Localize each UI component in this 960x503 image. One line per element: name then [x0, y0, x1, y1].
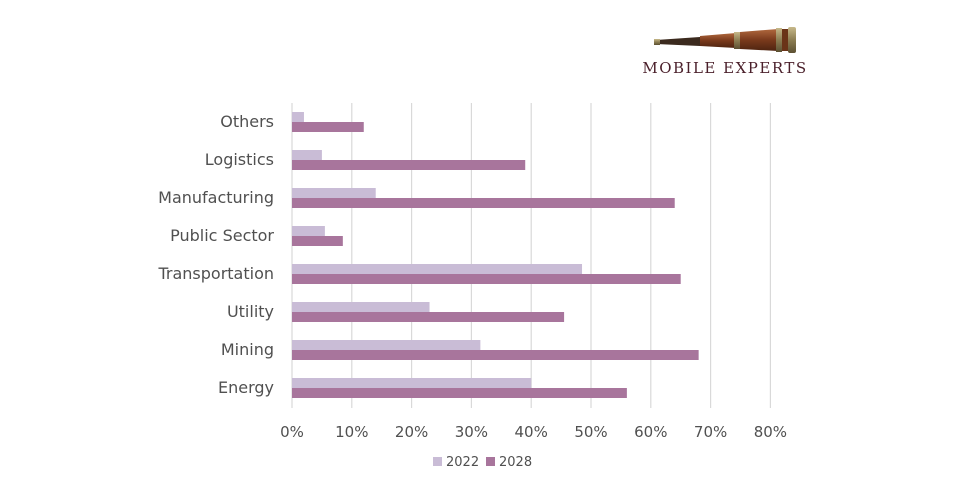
category-label: Others: [220, 112, 274, 131]
bar-2022: [292, 340, 481, 350]
category-label: Utility: [227, 302, 274, 321]
brand-logo: MOBILE EXPERTS: [640, 24, 810, 80]
bar-2022: [292, 226, 325, 236]
category-label: Mining: [221, 340, 274, 359]
category-label: Public Sector: [170, 226, 274, 245]
bar-2022: [292, 378, 532, 388]
x-tick-label: 20%: [395, 423, 428, 441]
legend-label: 2028: [499, 455, 532, 470]
bar-2022: [292, 302, 430, 312]
brand-name: MOBILE EXPERTS: [642, 59, 808, 77]
category-label: Energy: [218, 378, 274, 397]
bar-2028: [292, 350, 699, 360]
bar-2028: [292, 274, 681, 284]
x-tick-label: 50%: [574, 423, 607, 441]
x-tick-label: 0%: [280, 423, 304, 441]
category-label: Transportation: [157, 264, 274, 283]
bar-2028: [292, 122, 364, 132]
legend-label: 2022: [446, 455, 479, 470]
bar-2022: [292, 150, 322, 160]
bar-2028: [292, 236, 343, 246]
legend-swatch: [486, 457, 495, 466]
x-tick-label: 30%: [455, 423, 488, 441]
bar-2022: [292, 188, 376, 198]
category-label: Logistics: [205, 150, 274, 169]
bar-2028: [292, 312, 565, 322]
telescope-icon: [654, 27, 796, 53]
x-tick-label: 10%: [335, 423, 368, 441]
bar-2022: [292, 264, 583, 274]
x-tick-label: 80%: [754, 423, 787, 441]
x-tick-label: 40%: [515, 423, 548, 441]
bar-2028: [292, 198, 675, 208]
bar-2022: [292, 112, 304, 122]
legend-swatch: [433, 457, 442, 466]
category-label: Manufacturing: [158, 188, 274, 207]
bar-2028: [292, 388, 627, 398]
bar-2028: [292, 160, 526, 170]
x-tick-label: 60%: [634, 423, 667, 441]
x-tick-label: 70%: [694, 423, 727, 441]
